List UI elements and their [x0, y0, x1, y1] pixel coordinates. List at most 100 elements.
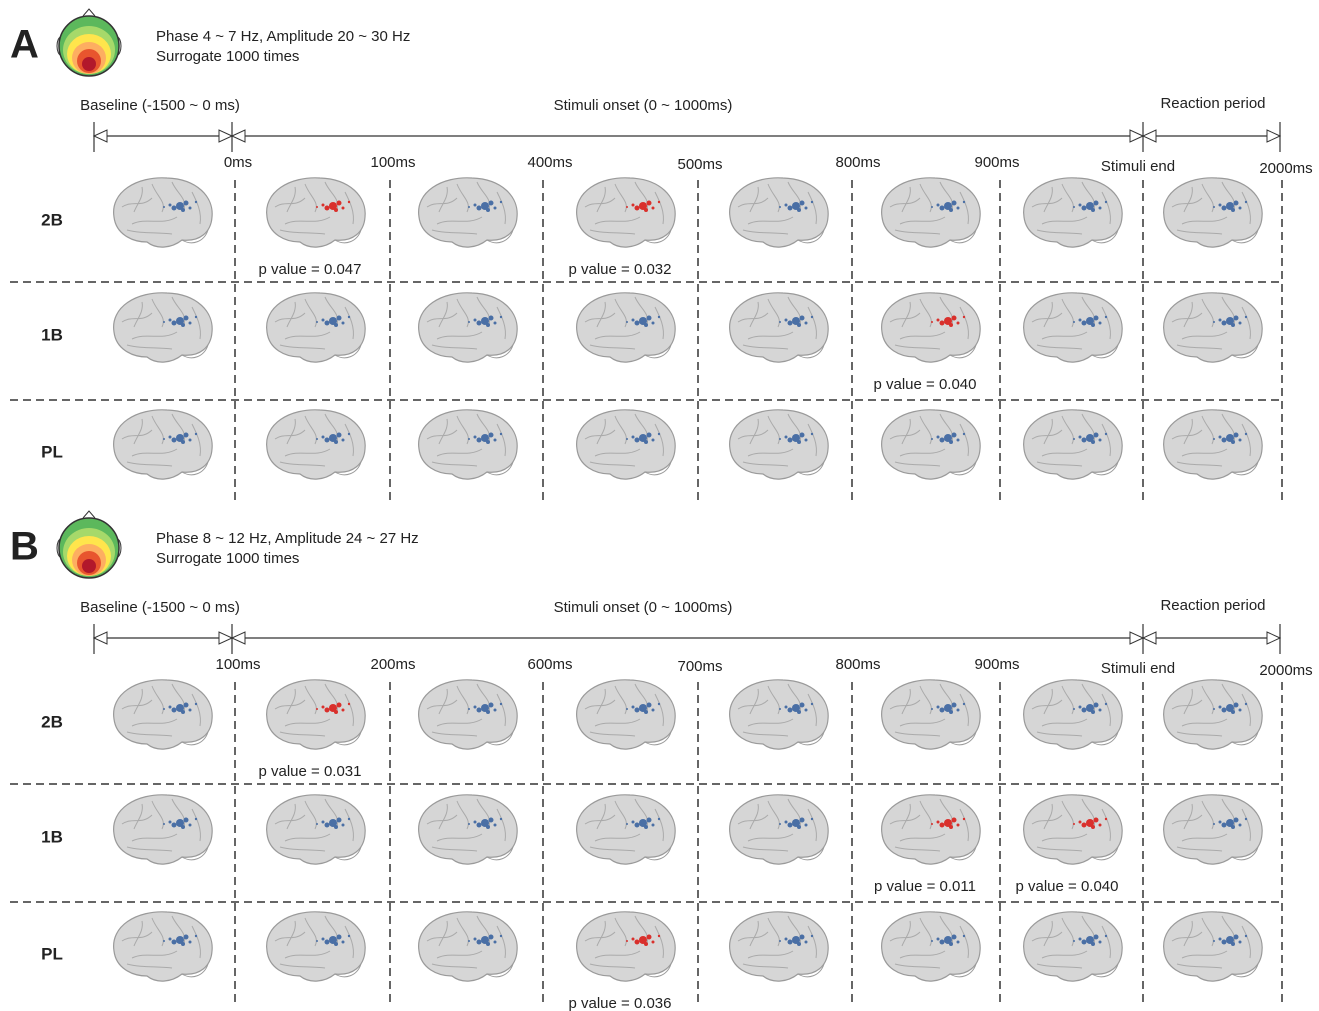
panel-letter: B	[10, 525, 39, 569]
brain	[577, 410, 676, 479]
cluster	[169, 821, 172, 824]
brain	[882, 912, 981, 981]
cluster	[1222, 206, 1227, 211]
cluster	[788, 823, 793, 828]
cluster	[1105, 703, 1107, 705]
cluster	[486, 440, 490, 444]
time-label: 400ms	[527, 154, 572, 171]
cluster	[1099, 207, 1102, 210]
time-label: 800ms	[835, 656, 880, 673]
cluster	[500, 703, 502, 705]
cluster	[949, 440, 953, 444]
cluster	[937, 706, 940, 709]
cluster	[940, 438, 945, 443]
brain-outline	[114, 410, 213, 479]
cluster	[1245, 433, 1247, 435]
cluster	[348, 433, 350, 435]
time-label: 0ms	[224, 154, 252, 171]
cluster	[172, 823, 177, 828]
brain-outline	[114, 293, 213, 362]
cluster	[811, 703, 813, 705]
cluster	[800, 935, 805, 940]
cluster	[189, 322, 192, 325]
cluster	[334, 825, 338, 829]
cluster	[647, 201, 652, 206]
brain-outline	[114, 795, 213, 864]
brain-outline	[1024, 680, 1123, 749]
cluster	[1219, 706, 1222, 709]
cluster	[169, 436, 172, 439]
cluster	[952, 818, 957, 823]
cluster	[1094, 433, 1099, 438]
cluster	[486, 323, 490, 327]
brain	[419, 795, 518, 864]
cluster	[169, 938, 172, 941]
cluster	[635, 940, 640, 945]
brain	[114, 912, 213, 981]
cluster	[500, 201, 502, 203]
cluster	[1099, 941, 1102, 944]
p-value: p value = 0.031	[258, 763, 361, 780]
cluster	[494, 941, 497, 944]
cluster	[189, 207, 192, 210]
cluster	[474, 204, 477, 207]
cluster	[1105, 935, 1107, 937]
arrowhead	[219, 130, 232, 142]
cluster	[1073, 940, 1075, 942]
cluster	[169, 204, 172, 207]
cluster	[342, 709, 345, 712]
cluster	[940, 940, 945, 945]
brain-outline	[730, 410, 829, 479]
time-label: 2000ms	[1259, 662, 1312, 679]
cluster	[468, 823, 470, 825]
cluster	[632, 706, 635, 709]
head-contour	[82, 57, 96, 71]
cluster	[963, 316, 965, 318]
brain-outline	[419, 680, 518, 749]
cluster	[1213, 438, 1215, 440]
cluster	[811, 935, 813, 937]
cluster	[1073, 438, 1075, 440]
condition-label: PL	[41, 442, 63, 461]
cluster	[477, 438, 482, 443]
cluster	[468, 206, 470, 208]
cluster	[337, 935, 342, 940]
cluster	[635, 206, 640, 211]
cluster	[477, 708, 482, 713]
brain	[1024, 293, 1123, 362]
brain	[1024, 680, 1123, 749]
brain	[114, 795, 213, 864]
cluster	[184, 935, 189, 940]
cluster	[963, 703, 965, 705]
cluster	[957, 709, 960, 712]
brain	[730, 178, 829, 247]
figure: APhase 4 ~ 7 Hz, Amplitude 20 ~ 30 HzSur…	[0, 0, 1319, 1011]
cluster	[1091, 710, 1095, 714]
brain-outline	[1024, 293, 1123, 362]
cluster	[489, 433, 494, 438]
time-label: 600ms	[527, 656, 572, 673]
cluster	[474, 706, 477, 709]
cluster	[1222, 321, 1227, 326]
cluster	[788, 708, 793, 713]
cluster	[797, 323, 801, 327]
brain	[730, 795, 829, 864]
cluster	[337, 703, 342, 708]
cluster	[195, 201, 197, 203]
cluster	[779, 206, 781, 208]
period-label: Reaction period	[1160, 597, 1265, 614]
cluster	[797, 440, 801, 444]
brain	[577, 680, 676, 749]
cluster	[658, 703, 660, 705]
cluster	[811, 818, 813, 820]
cluster	[172, 206, 177, 211]
cluster	[940, 321, 945, 326]
cluster	[337, 316, 342, 321]
cluster	[325, 206, 330, 211]
head-contour	[82, 559, 96, 573]
cluster	[316, 708, 318, 710]
cluster	[172, 940, 177, 945]
cluster	[1073, 708, 1075, 710]
cluster	[1222, 708, 1227, 713]
cluster	[1105, 316, 1107, 318]
